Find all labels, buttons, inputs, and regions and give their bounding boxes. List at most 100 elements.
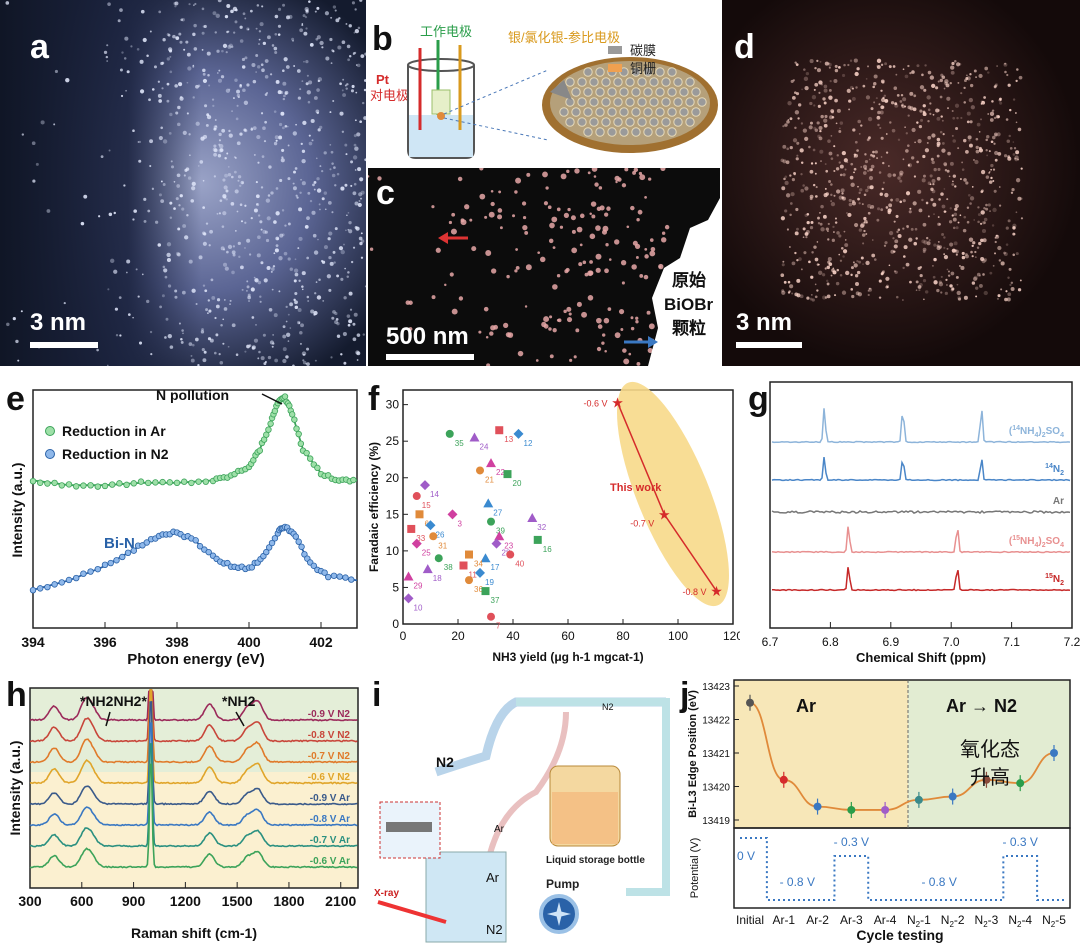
bi-signal-dot: [880, 105, 885, 110]
bi-signal-dot: [803, 68, 806, 71]
bi-signal-dot: [908, 237, 913, 242]
bi-signal-dot: [922, 110, 926, 114]
nanoparticle: [604, 212, 609, 217]
bi-signal-dot: [841, 150, 846, 156]
bi-signal-dot: [938, 282, 944, 287]
atom-dot: [336, 172, 340, 176]
atom-dot: [332, 5, 337, 9]
atom-dot: [164, 336, 167, 339]
bi-signal-dot: [975, 137, 979, 141]
nanoparticle: [524, 230, 529, 235]
atom-dot: [347, 58, 351, 62]
atom-dot: [255, 194, 260, 199]
atom-dot: [224, 157, 227, 160]
atom-dot: [329, 143, 332, 146]
atom-dot: [222, 318, 225, 321]
atom-dot: [289, 327, 292, 329]
atom-dot: [244, 247, 246, 249]
atom-dot: [146, 54, 149, 57]
bi-signal-dot: [782, 125, 785, 128]
data-point: [37, 585, 44, 592]
bi-signal-dot: [878, 279, 882, 283]
atom-dot: [350, 89, 354, 93]
chart-h: h -0.9 V N2-0.8 V N2-0.7 V N2-0.6 V N2-0…: [6, 676, 359, 941]
bi-signal-dot: [947, 274, 951, 277]
nanoparticle: [460, 219, 467, 226]
x-tick-label: 120: [723, 629, 740, 643]
atom-dot: [328, 288, 332, 292]
atom-dot: [275, 236, 280, 241]
atom-dot: [256, 253, 261, 258]
atom-dot: [302, 360, 307, 365]
bi-signal-dot: [802, 184, 805, 187]
bi-signal-dot: [876, 58, 882, 64]
edge-point-Initial: [746, 698, 754, 707]
atom-dot: [126, 70, 130, 74]
atom-dot: [285, 355, 289, 359]
bi-signal-dot: [946, 169, 950, 173]
bi-signal-dot: [863, 193, 867, 197]
annotation-n-pollution: N pollution: [156, 387, 229, 403]
atom-dot: [137, 295, 140, 298]
data-point: [130, 480, 137, 487]
atom-dot: [279, 178, 283, 183]
bi-signal-dot: [996, 65, 998, 67]
data-point: [116, 480, 123, 487]
atom-dot: [268, 307, 273, 312]
atom-dot: [239, 184, 242, 188]
ref-point: [487, 612, 495, 621]
series-label-g: (14NH4)2SO4: [1009, 425, 1064, 439]
bi-signal-dot: [949, 81, 952, 85]
grid-hole: [565, 117, 575, 127]
atom-dot: [358, 200, 361, 202]
bi-signal-dot: [937, 216, 940, 218]
bi-signal-dot: [873, 81, 877, 86]
bi-signal-dot: [907, 144, 910, 147]
bi-signal-dot: [1012, 153, 1016, 156]
ref-point: [407, 524, 416, 533]
bi-signal-dot: [881, 97, 886, 103]
ref-point: [434, 554, 443, 563]
bi-signal-dot: [963, 138, 967, 143]
bi-signal-dot: [858, 202, 861, 205]
bi-signal-dot: [824, 187, 827, 190]
bi-signal-dot: [867, 65, 870, 68]
bi-signal-dot: [870, 164, 875, 169]
bi-signal-dot: [827, 238, 830, 241]
bi-signal-dot: [784, 180, 789, 186]
bi-signal-dot: [937, 80, 940, 83]
bi-signal-dot: [787, 291, 791, 294]
bi-signal-dot: [991, 109, 995, 112]
bi-signal-dot: [810, 220, 814, 224]
y-tick-label: 25: [386, 434, 400, 448]
atom-dot: [201, 7, 205, 11]
atom-dot: [339, 82, 342, 86]
bi-signal-dot: [882, 181, 885, 184]
bi-signal-dot: [867, 137, 871, 141]
nanoparticle: [621, 281, 625, 285]
ref-point-label: 11: [469, 571, 478, 580]
bi-signal-dot: [1005, 243, 1009, 246]
bi-signal-dot: [816, 289, 819, 292]
atom-dot: [343, 361, 347, 365]
atom-dot: [235, 353, 239, 356]
data-point: [271, 535, 279, 542]
atom-dot: [260, 63, 264, 67]
x-tick-label: 0: [400, 629, 407, 643]
atom-dot: [186, 214, 189, 217]
atom-dot: [364, 79, 366, 82]
bi-signal-dot: [888, 65, 892, 69]
bi-signal-dot: [963, 178, 967, 182]
grid-hole: [619, 87, 629, 97]
data-point: [152, 479, 159, 486]
bi-signal-dot: [957, 297, 962, 301]
bi-signal-dot: [846, 212, 848, 214]
grid-hole: [631, 127, 641, 137]
atom-dot: [349, 308, 353, 311]
grid-hole: [691, 107, 701, 117]
bi-signal-dot: [823, 101, 827, 105]
atom-dot: [266, 35, 271, 40]
atom-dot: [317, 79, 321, 83]
bi-signal-dot: [1004, 297, 1008, 302]
bi-signal-dot: [909, 207, 912, 210]
